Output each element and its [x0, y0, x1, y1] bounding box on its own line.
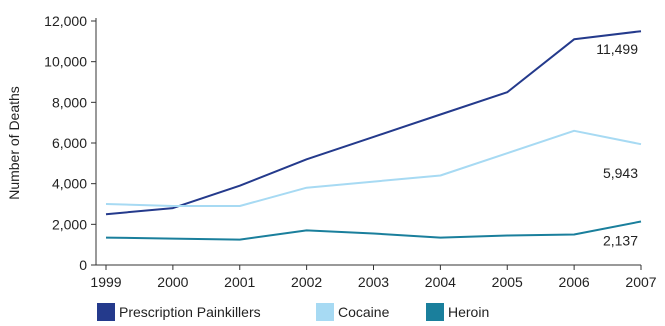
x-tick-label: 2004: [425, 274, 456, 290]
y-tick-label: 0: [79, 257, 87, 273]
series-lines: [105, 30, 642, 241]
x-tick-label: 2005: [492, 274, 523, 290]
x-tick-label: 2007: [625, 274, 656, 290]
end-data-label: 2,137: [603, 233, 638, 249]
legend-entry: Cocaine: [338, 304, 390, 320]
legend-swatch: [316, 303, 334, 321]
x-tick-label: 2000: [157, 274, 188, 290]
y-tick-label: 2,000: [52, 216, 87, 232]
x-tick-label: 2006: [559, 274, 590, 290]
y-axis-label: Number of Deaths: [6, 86, 22, 200]
x-tick-label: 1999: [90, 274, 121, 290]
series-line-1: [105, 129, 642, 207]
series-line-2: [105, 220, 642, 241]
end-data-label: 5,943: [603, 165, 638, 181]
data-labels: 11,499 5,943 2,137: [596, 41, 638, 248]
y-tick-label: 4,000: [52, 176, 87, 192]
legend-entry: Prescription Painkillers: [119, 304, 261, 320]
y-tick-label: 12,000: [44, 13, 87, 29]
legend-swatch: [426, 303, 444, 321]
legend-entry: Heroin: [448, 304, 489, 320]
end-data-label: 11,499: [596, 41, 638, 57]
legend-swatch: [97, 303, 115, 321]
y-tick-label: 10,000: [44, 54, 87, 70]
series-line-0: [105, 30, 642, 216]
x-tick-label: 2002: [291, 274, 322, 290]
legend: Prescription Painkillers Cocaine Heroin: [97, 303, 489, 321]
y-tick-label: 8,000: [52, 94, 87, 110]
y-axis-ticks: 0 2,000 4,000 6,000 8,000 10,000 12,000: [44, 13, 96, 273]
chart-axes: [95, 18, 641, 266]
x-tick-label: 2003: [358, 274, 389, 290]
y-tick-label: 6,000: [52, 135, 87, 151]
x-tick-label: 2001: [224, 274, 255, 290]
x-axis-ticks: 1999 2000 2001 2002 2003 2004 2005 2006 2007: [90, 265, 657, 290]
